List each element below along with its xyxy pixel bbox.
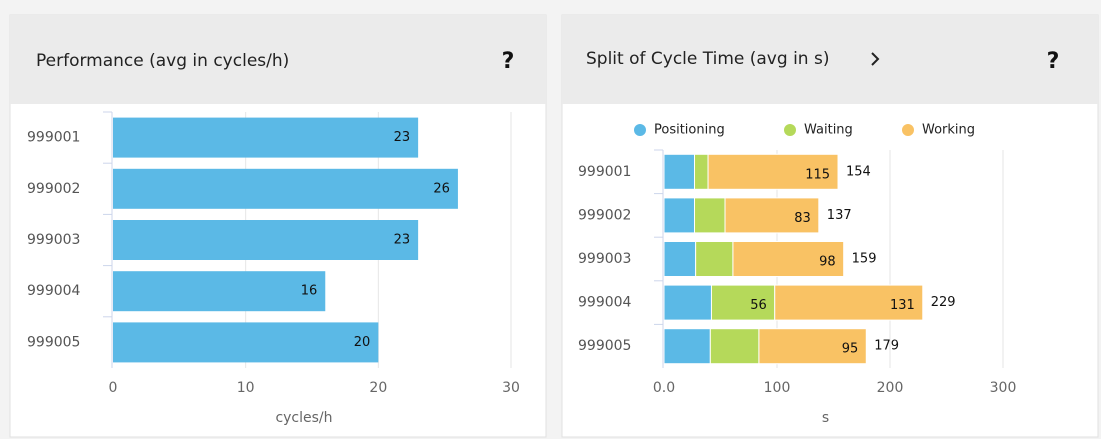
legend-label: Working <box>922 123 975 138</box>
card-header <box>562 15 1098 104</box>
bar-segment <box>709 328 760 365</box>
bar <box>113 168 458 209</box>
category-label: 999005 <box>27 334 80 350</box>
category-label: 999001 <box>578 164 631 180</box>
bar-segment <box>663 284 712 321</box>
bar-segment <box>663 197 696 234</box>
card-title: Split of Cycle Time (avg in s) <box>586 49 829 69</box>
bar <box>113 322 379 363</box>
bar-segment <box>758 328 867 365</box>
total-label: 179 <box>874 339 899 354</box>
help-icon[interactable]: ? <box>502 49 515 74</box>
total-label: 137 <box>827 208 852 223</box>
category-label: 999003 <box>578 251 631 267</box>
bar-segment <box>710 284 776 321</box>
category-label: 999005 <box>578 338 631 354</box>
data-label: 16 <box>301 284 318 299</box>
category-label: 999003 <box>27 232 80 248</box>
bar-segment <box>707 153 839 190</box>
data-label: 23 <box>394 233 411 248</box>
data-label: 83 <box>794 211 811 226</box>
data-label: 26 <box>433 181 450 196</box>
bar-segment <box>695 241 734 277</box>
bar-segment <box>732 241 845 277</box>
legend-marker <box>902 124 914 136</box>
data-label: 23 <box>394 130 411 145</box>
bar-segment <box>663 328 711 365</box>
x-tick-label: 0.0 <box>653 380 675 396</box>
bar <box>113 117 419 158</box>
x-tick-label: 0 <box>109 380 118 396</box>
data-label: 98 <box>819 255 836 270</box>
bar-segment <box>694 153 709 190</box>
bar-segment <box>663 153 696 190</box>
chevron-icon[interactable] <box>871 52 880 66</box>
x-tick-label: 30 <box>502 380 520 396</box>
category-label: 999001 <box>27 130 80 146</box>
legend-label: Waiting <box>804 123 853 138</box>
x-axis-label: cycles/h <box>275 410 332 426</box>
x-tick-label: 200 <box>877 380 904 396</box>
data-label: 131 <box>890 298 915 313</box>
category-label: 999004 <box>578 295 632 311</box>
bar <box>113 271 326 312</box>
bar <box>113 220 419 260</box>
bar-segment <box>663 241 697 277</box>
bar-segment <box>694 197 726 234</box>
x-tick-label: 10 <box>237 380 255 396</box>
bar-segment <box>724 197 820 234</box>
legend-marker <box>634 124 646 136</box>
x-tick-label: 300 <box>990 380 1017 396</box>
category-label: 999002 <box>27 181 80 197</box>
data-label: 115 <box>805 167 830 182</box>
bar-segment <box>774 284 924 321</box>
legend-marker <box>784 124 796 136</box>
x-tick-label: 100 <box>764 380 791 396</box>
card-header <box>10 15 546 104</box>
x-axis-label: s <box>822 410 829 426</box>
data-label: 20 <box>354 335 371 350</box>
total-label: 229 <box>931 295 956 310</box>
help-icon[interactable]: ? <box>1047 49 1060 74</box>
total-label: 154 <box>846 164 871 179</box>
total-label: 159 <box>852 252 877 267</box>
data-label: 95 <box>842 342 859 357</box>
legend-label: Positioning <box>654 123 725 138</box>
card-title: Performance (avg in cycles/h) <box>36 51 289 71</box>
data-label: 56 <box>750 298 767 313</box>
x-tick-label: 20 <box>369 380 387 396</box>
category-label: 999004 <box>27 283 81 299</box>
category-label: 999002 <box>578 207 631 223</box>
